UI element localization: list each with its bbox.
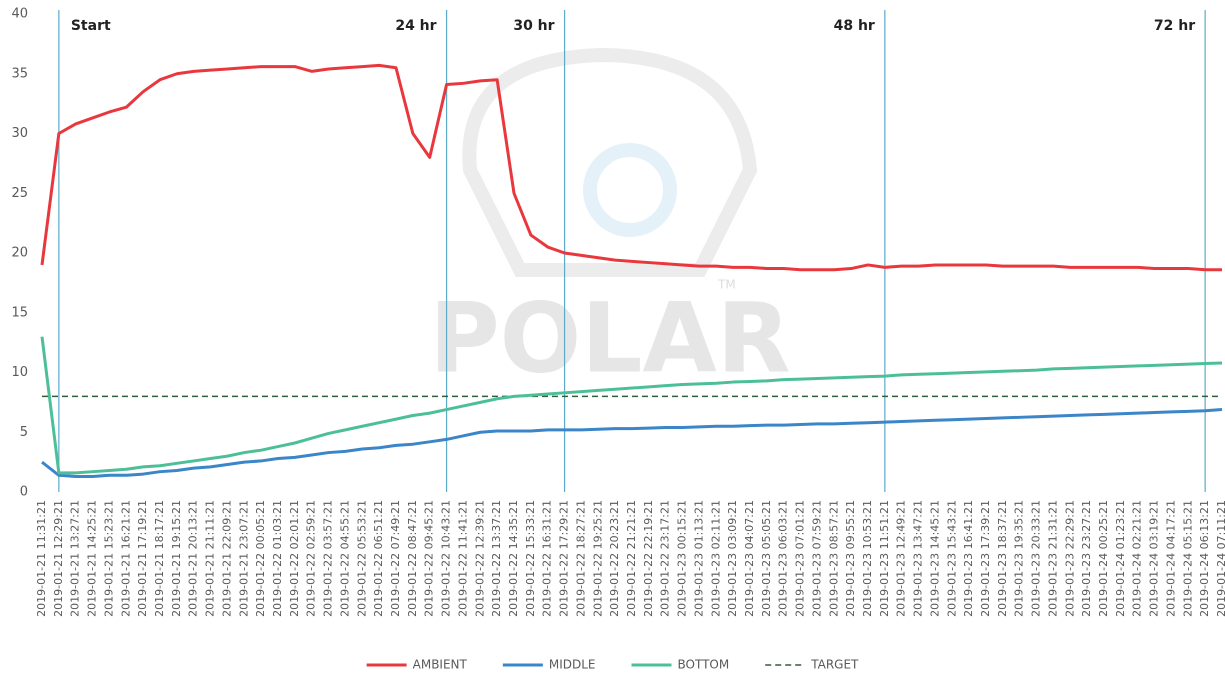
x-tick-label: 2019-01-23 23:27:21 (1080, 500, 1093, 617)
x-tick-label: 2019-01-22 14:35:21 (507, 500, 520, 617)
x-tick-label: 2019-01-23 19:35:21 (1013, 500, 1026, 617)
x-tick-label: 2019-01-24 03:19:21 (1148, 500, 1161, 617)
x-tick-label: 2019-01-22 15:33:21 (524, 500, 537, 617)
y-tick-label: 10 (11, 365, 28, 380)
x-tick-label: 2019-01-21 19:15:21 (170, 500, 183, 617)
legend-label: BOTTOM (678, 658, 730, 672)
x-tick-label: 2019-01-23 06:03:21 (777, 500, 790, 617)
x-tick-label: 2019-01-22 19:25:21 (591, 500, 604, 617)
x-tick-label: 2019-01-23 08:57:21 (827, 500, 840, 617)
series-line (40, 336, 1223, 475)
x-tick-label: 2019-01-22 12:39:21 (473, 500, 486, 617)
annotation-label: Start (71, 18, 111, 34)
x-tick-label: 2019-01-24 01:23:21 (1114, 500, 1127, 617)
legend-label: TARGET (810, 658, 859, 672)
x-tick-label: 2019-01-21 18:17:21 (153, 500, 166, 617)
x-tick-label: 2019-01-22 06:51:21 (372, 500, 385, 617)
x-tick-label: 2019-01-22 08:47:21 (406, 500, 419, 617)
x-tick-label: 2019-01-22 02:01:21 (288, 500, 301, 617)
x-tick-label: 2019-01-24 07:11:21 (1215, 500, 1225, 617)
x-tick-label: 2019-01-23 21:31:21 (1046, 500, 1059, 617)
x-tick-label: 2019-01-21 12:29:21 (52, 500, 65, 617)
x-tick-label: 2019-01-21 11:31:21 (35, 500, 48, 617)
watermark-tm: TM (717, 278, 736, 292)
y-tick-label: 0 (20, 485, 28, 500)
x-tick-label: 2019-01-22 10:43:21 (440, 500, 453, 617)
x-tick-label: 2019-01-23 18:37:21 (996, 500, 1009, 617)
annotation-label: 30 hr (513, 18, 554, 34)
x-tick-label: 2019-01-22 03:57:21 (322, 500, 335, 617)
x-tick-label: 2019-01-21 20:13:21 (187, 500, 200, 617)
y-tick-label: 25 (11, 186, 28, 201)
x-tick-label: 2019-01-22 01:03:21 (271, 500, 284, 617)
x-tick-label: 2019-01-23 09:55:21 (844, 500, 857, 617)
x-tick-label: 2019-01-22 00:05:21 (254, 500, 267, 617)
x-tick-label: 2019-01-22 23:17:21 (659, 500, 672, 617)
x-tick-label: 2019-01-23 12:49:21 (895, 500, 908, 617)
series-line (41, 408, 1223, 478)
series-line (40, 63, 1222, 272)
watermark-text: POLAR (429, 282, 790, 394)
x-tick-label: 2019-01-23 15:43:21 (945, 500, 958, 617)
x-tick-label: 2019-01-21 14:25:21 (86, 500, 99, 617)
x-tick-label: 2019-01-23 03:09:21 (726, 500, 739, 617)
logo-circle (583, 143, 677, 237)
y-tick-label: 30 (11, 126, 28, 141)
x-tick-label: 2019-01-22 11:41:21 (456, 500, 469, 617)
y-tick-label: 20 (11, 246, 28, 261)
x-tick-label: 2019-01-23 11:51:21 (878, 500, 891, 617)
x-tick-label: 2019-01-21 17:19:21 (136, 500, 149, 617)
x-tick-label: 2019-01-23 20:33:21 (1030, 500, 1043, 617)
x-tick-label: 2019-01-21 21:11:21 (204, 500, 217, 617)
x-tick-label: 2019-01-22 20:23:21 (608, 500, 621, 617)
x-tick-label: 2019-01-21 15:23:21 (102, 500, 115, 617)
x-tick-label: 2019-01-22 02:59:21 (305, 500, 318, 617)
x-tick-label: 2019-01-23 14:45:21 (928, 500, 941, 617)
annotation-label: 72 hr (1154, 18, 1195, 34)
annotation-label: 48 hr (834, 18, 875, 34)
x-tick-label: 2019-01-21 13:27:21 (69, 500, 82, 617)
x-tick-label: 2019-01-24 06:13:21 (1198, 500, 1211, 617)
x-tick-label: 2019-01-23 10:53:21 (861, 500, 874, 617)
x-tick-label: 2019-01-23 17:39:21 (979, 500, 992, 617)
x-tick-label: 2019-01-23 00:15:21 (676, 500, 689, 617)
y-tick-label: 35 (11, 66, 28, 81)
x-tick-label: 2019-01-21 23:07:21 (237, 500, 250, 617)
x-tick-label: 2019-01-22 13:37:21 (490, 500, 503, 617)
x-tick-label: 2019-01-23 04:07:21 (743, 500, 756, 617)
x-tick-label: 2019-01-21 22:09:21 (220, 500, 233, 617)
x-tick-label: 2019-01-23 01:13:21 (692, 500, 705, 617)
x-tick-label: 2019-01-23 07:01:21 (794, 500, 807, 617)
x-tick-label: 2019-01-21 16:21:21 (119, 500, 132, 617)
x-tick-label: 2019-01-23 05:05:21 (760, 500, 773, 617)
x-tick-label: 2019-01-22 05:53:21 (355, 500, 368, 617)
y-tick-label: 40 (11, 7, 28, 22)
x-tick-label: 2019-01-22 22:19:21 (642, 500, 655, 617)
x-tick-label: 2019-01-24 04:17:21 (1164, 500, 1177, 617)
y-tick-label: 15 (11, 305, 28, 320)
x-tick-label: 2019-01-22 07:49:21 (389, 500, 402, 617)
x-tick-label: 2019-01-23 07:59:21 (810, 500, 823, 617)
x-tick-label: 2019-01-22 21:21:21 (625, 500, 638, 617)
legend-label: AMBIENT (413, 658, 468, 672)
x-tick-label: 2019-01-22 17:29:21 (558, 500, 571, 617)
legend-label: MIDDLE (549, 658, 596, 672)
x-tick-label: 2019-01-24 02:21:21 (1131, 500, 1144, 617)
x-tick-label: 2019-01-22 18:27:21 (574, 500, 587, 617)
x-tick-label: 2019-01-23 02:11:21 (709, 500, 722, 617)
y-tick-label: 5 (20, 425, 28, 440)
logo-watermark (462, 47, 758, 277)
annotation-label: 24 hr (395, 18, 436, 34)
x-tick-label: 2019-01-22 04:55:21 (338, 500, 351, 617)
x-tick-label: 2019-01-22 09:45:21 (423, 500, 436, 617)
x-tick-label: 2019-01-24 00:25:21 (1097, 500, 1110, 617)
x-tick-label: 2019-01-22 16:31:21 (541, 500, 554, 617)
x-tick-label: 2019-01-23 13:47:21 (912, 500, 925, 617)
x-tick-label: 2019-01-23 16:41:21 (962, 500, 975, 617)
x-tick-label: 2019-01-23 22:29:21 (1063, 500, 1076, 617)
x-tick-label: 2019-01-24 05:15:21 (1181, 500, 1194, 617)
logo-outline (462, 47, 758, 277)
